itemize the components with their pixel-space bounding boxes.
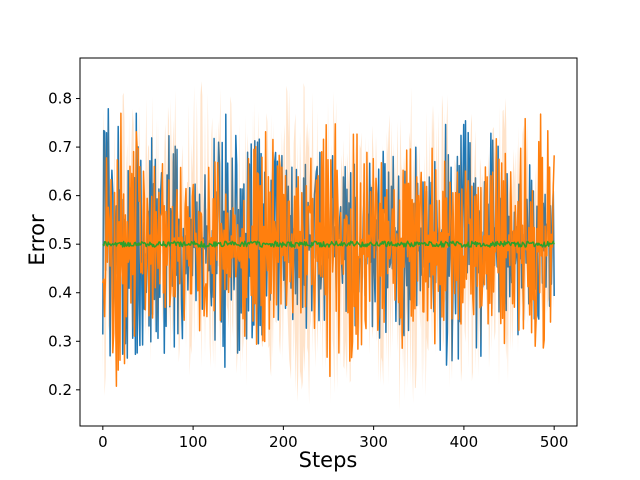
y-tick-label: 0.6 [48,187,72,205]
x-tick-label: 400 [450,433,479,451]
axes-layer: 0 100 200 300 400 500 0.2 0.3 0.4 0.5 0.6 0.7 0.8 [48,57,578,451]
y-tick-label: 0.8 [48,90,72,108]
orange-noisy-error-line [102,112,555,387]
x-tick-label: 100 [179,433,208,451]
x-tick-label: 500 [540,433,569,451]
x-tick-label: 300 [359,433,388,451]
y-tick-label: 0.2 [48,381,72,399]
x-tick-label: 0 [98,433,108,451]
y-tick-label: 0.3 [48,332,72,350]
y-tick-label: 0.5 [48,235,72,253]
y-tick-label: 0.7 [48,138,72,156]
y-tick-label: 0.4 [48,284,72,302]
axes-frame [79,57,578,427]
y-axis-label: Error [25,214,49,266]
x-tick-label: 200 [269,433,298,451]
series-layer [102,81,555,412]
x-axis-label: Steps [299,448,358,472]
green-flat-error-line [102,240,555,248]
